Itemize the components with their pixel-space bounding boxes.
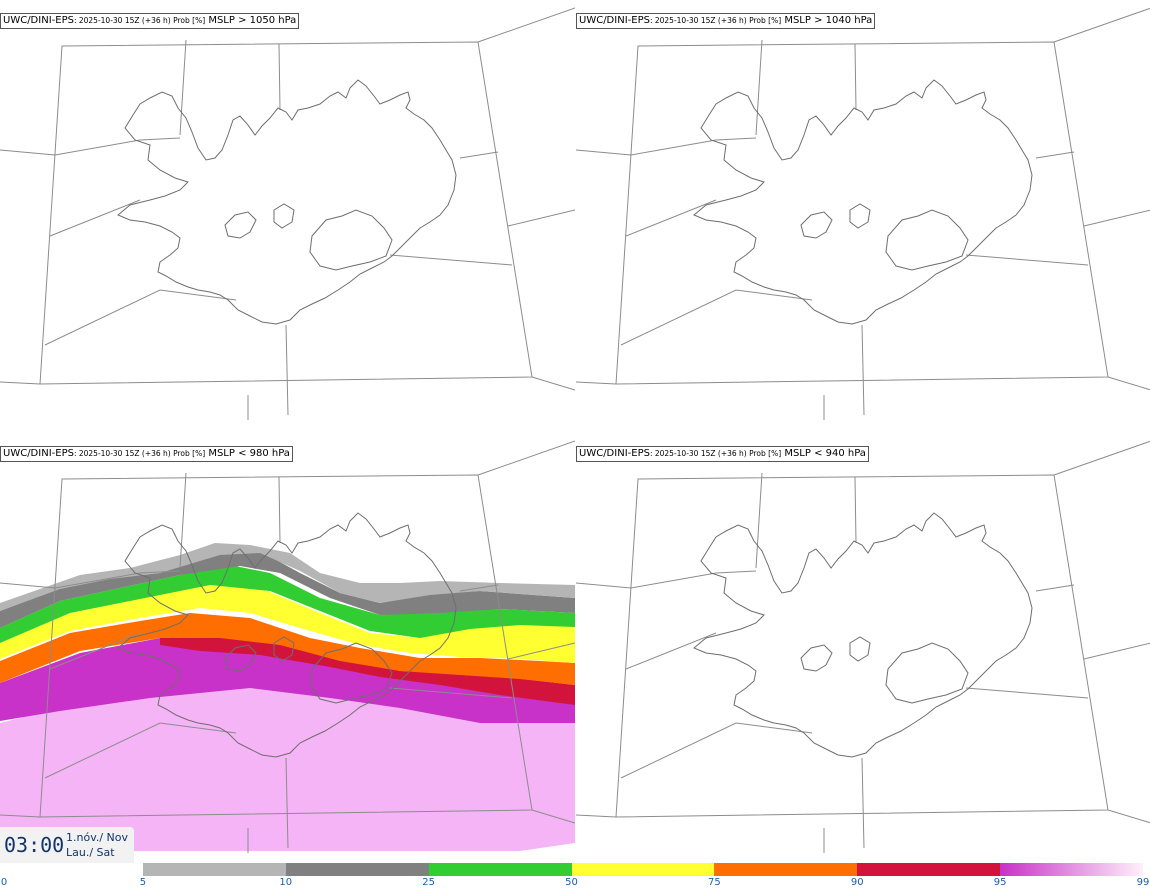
threshold-label: MSLP > 1050 hPa xyxy=(208,15,297,26)
run-meta: : 2025-10-30 15Z (+36 h) Prob [%] xyxy=(649,449,782,458)
colorbar-label: 5 xyxy=(139,877,147,888)
threshold-label: MSLP < 980 hPa xyxy=(208,448,290,459)
colorbar-segment xyxy=(714,863,858,876)
colorbar-segment xyxy=(571,863,715,876)
map-panel-mslp-gt-1050: UWC/DINI-EPS: 2025-10-30 15Z (+36 h) Pro… xyxy=(0,0,575,430)
colorbar-segment xyxy=(285,863,429,876)
probability-field-map xyxy=(0,440,575,854)
panel-title: UWC/DINI-EPS: 2025-10-30 15Z (+36 h) Pro… xyxy=(576,446,869,462)
threshold-label: MSLP < 940 hPa xyxy=(784,448,866,459)
panel-title: UWC/DINI-EPS: 2025-10-30 15Z (+36 h) Pro… xyxy=(576,13,876,29)
valid-time: 03:00 xyxy=(4,833,65,857)
map-panel-mslp-lt-940: UWC/DINI-EPS: 2025-10-30 15Z (+36 h) Pro… xyxy=(576,433,1150,863)
colorbar-segment xyxy=(142,863,286,876)
valid-date: 1.nóv./ Nov xyxy=(66,831,129,844)
run-meta: : 2025-10-30 15Z (+36 h) Prob [%] xyxy=(73,16,206,25)
run-meta: : 2025-10-30 15Z (+36 h) Prob [%] xyxy=(73,449,206,458)
probability-field xyxy=(0,543,575,851)
model-name: UWC/DINI-EPS xyxy=(3,448,74,459)
probability-colorbar: 0 5 10 25 50 75 90 95 99 xyxy=(0,862,1150,891)
colorbar-label: 75 xyxy=(708,877,721,888)
map-panel-mslp-lt-980: UWC/DINI-EPS: 2025-10-30 15Z (+36 h) Pro… xyxy=(0,433,575,863)
iceland-map xyxy=(576,440,1150,854)
panel-title: UWC/DINI-EPS: 2025-10-30 15Z (+36 h) Pro… xyxy=(0,446,293,462)
colorbar-label: 50 xyxy=(565,877,578,888)
colorbar-label: 10 xyxy=(279,877,293,888)
colorbar-label: 25 xyxy=(422,877,435,888)
run-meta: : 2025-10-30 15Z (+36 h) Prob [%] xyxy=(649,16,782,25)
map-panel-mslp-gt-1040: UWC/DINI-EPS: 2025-10-30 15Z (+36 h) Pro… xyxy=(576,0,1150,430)
model-name: UWC/DINI-EPS xyxy=(579,15,650,26)
colorbar-segment xyxy=(857,863,1001,876)
panel-title: UWC/DINI-EPS: 2025-10-30 15Z (+36 h) Pro… xyxy=(0,13,300,29)
iceland-map xyxy=(0,7,575,421)
model-name: UWC/DINI-EPS xyxy=(3,15,74,26)
iceland-map xyxy=(576,7,1150,421)
colorbar-label: 95 xyxy=(993,877,1007,888)
colorbar-label: 0 xyxy=(0,877,8,888)
colorbar-segment xyxy=(1000,863,1143,876)
valid-time-box: 03:00 1.nóv./ Nov Lau./ Sat xyxy=(0,827,134,863)
valid-weekday: Lau./ Sat xyxy=(66,846,115,859)
colorbar-segment xyxy=(0,863,143,876)
model-name: UWC/DINI-EPS xyxy=(579,448,650,459)
colorbar-segment xyxy=(428,863,572,876)
threshold-label: MSLP > 1040 hPa xyxy=(784,15,873,26)
colorbar-label: 99 xyxy=(1136,877,1150,888)
colorbar-label: 90 xyxy=(850,877,864,888)
